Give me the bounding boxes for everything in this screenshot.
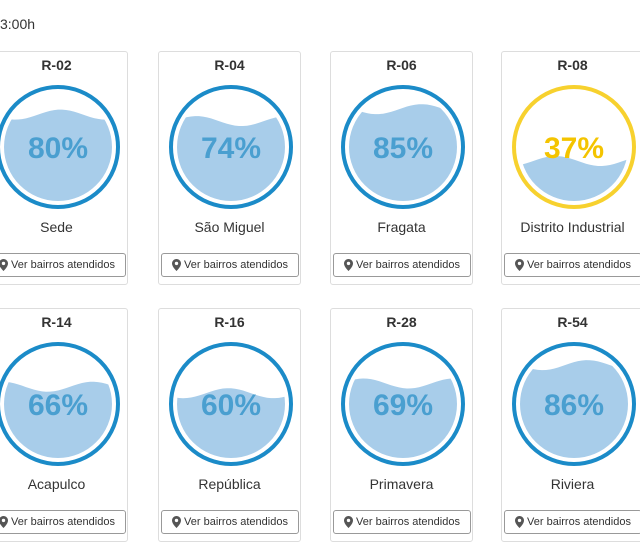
view-neighborhoods-button[interactable]: Ver bairros atendidos (333, 510, 471, 534)
level-gauge: 85% (341, 85, 465, 209)
level-gauge: 69% (341, 342, 465, 466)
reservoir-name: Sede (40, 219, 73, 235)
level-percent: 60% (201, 389, 261, 422)
reservoir-card: R-02 80% Sede Ver bairros atendidos (0, 51, 128, 285)
map-marker-icon (515, 259, 525, 271)
reservoir-card: R-16 60% República Ver bairros atendidos (158, 308, 301, 542)
button-label: Ver bairros atendidos (184, 516, 288, 528)
button-label: Ver bairros atendidos (356, 516, 460, 528)
water-fill (349, 104, 457, 201)
map-marker-icon (344, 259, 354, 271)
map-marker-icon (344, 516, 354, 528)
level-percent: 74% (201, 132, 261, 165)
reservoir-card: R-54 86% Riviera Ver bairros atendidos (501, 308, 640, 542)
water-fill (4, 109, 112, 201)
reservoir-card: R-28 69% Primavera Ver bairros atendidos (330, 308, 473, 542)
level-gauge: 37% (512, 85, 636, 209)
water-fill (177, 116, 285, 201)
reservoir-code: R-04 (214, 57, 245, 73)
water-fill (520, 156, 628, 201)
view-neighborhoods-button[interactable]: Ver bairros atendidos (0, 510, 126, 534)
view-neighborhoods-button[interactable]: Ver bairros atendidos (504, 510, 640, 534)
button-label: Ver bairros atendidos (184, 259, 288, 271)
reservoir-code: R-02 (41, 57, 72, 73)
reservoir-card: R-08 37% Distrito Industrial Ver bairros… (501, 51, 640, 285)
water-fill (520, 360, 628, 458)
level-percent: 80% (28, 132, 88, 165)
water-fill (177, 388, 285, 458)
update-time: 3:00h (0, 16, 36, 32)
view-neighborhoods-button[interactable]: Ver bairros atendidos (333, 253, 471, 277)
reservoir-code: R-16 (214, 314, 245, 330)
reservoir-name: São Miguel (194, 219, 265, 235)
water-fill (349, 378, 457, 458)
reservoir-code: R-54 (557, 314, 588, 330)
water-fill (4, 381, 112, 458)
level-percent: 86% (544, 389, 604, 422)
map-marker-icon (0, 516, 9, 528)
level-percent: 37% (544, 132, 604, 165)
level-gauge: 74% (169, 85, 293, 209)
reservoir-code: R-28 (386, 314, 417, 330)
reservoir-name: República (198, 476, 261, 492)
map-marker-icon (515, 516, 525, 528)
reservoir-name: Fragata (377, 219, 426, 235)
level-percent: 66% (28, 389, 88, 422)
reservoir-card: R-06 85% Fragata Ver bairros atendidos (330, 51, 473, 285)
reservoir-code: R-08 (557, 57, 588, 73)
level-gauge: 60% (169, 342, 293, 466)
reservoir-name: Distrito Industrial (520, 219, 625, 235)
reservoir-card: R-14 66% Acapulco Ver bairros atendidos (0, 308, 128, 542)
reservoir-name: Riviera (550, 476, 595, 492)
reservoir-name: Primavera (369, 476, 434, 492)
level-percent: 85% (373, 132, 433, 165)
reservoir-code: R-06 (386, 57, 417, 73)
view-neighborhoods-button[interactable]: Ver bairros atendidos (161, 510, 299, 534)
button-label: Ver bairros atendidos (527, 259, 631, 271)
reservoir-code: R-14 (41, 314, 72, 330)
level-percent: 69% (373, 389, 433, 422)
view-neighborhoods-button[interactable]: Ver bairros atendidos (0, 253, 126, 277)
level-gauge: 80% (0, 85, 120, 209)
map-marker-icon (172, 259, 182, 271)
button-label: Ver bairros atendidos (527, 516, 631, 528)
button-label: Ver bairros atendidos (11, 259, 115, 271)
reservoir-card: R-04 74% São Miguel Ver bairros atendido… (158, 51, 301, 285)
level-gauge: 86% (512, 342, 636, 466)
view-neighborhoods-button[interactable]: Ver bairros atendidos (161, 253, 299, 277)
button-label: Ver bairros atendidos (11, 516, 115, 528)
button-label: Ver bairros atendidos (356, 259, 460, 271)
level-gauge: 66% (0, 342, 120, 466)
map-marker-icon (172, 516, 182, 528)
map-marker-icon (0, 259, 9, 271)
view-neighborhoods-button[interactable]: Ver bairros atendidos (504, 253, 640, 277)
reservoir-name: Acapulco (27, 476, 86, 492)
